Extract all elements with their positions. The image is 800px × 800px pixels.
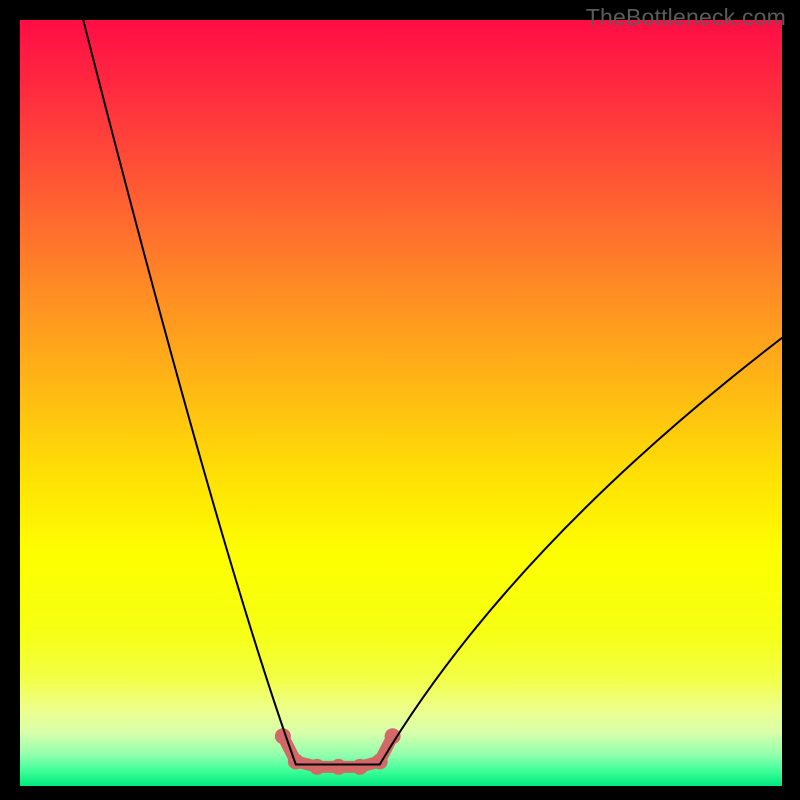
valley-dot <box>309 759 325 775</box>
valley-dot <box>288 753 304 769</box>
gradient-plot <box>0 0 800 800</box>
chart-canvas: TheBottleneck.com <box>0 0 800 800</box>
watermark-text: TheBottleneck.com <box>586 4 786 31</box>
valley-dot <box>352 759 368 775</box>
valley-dot <box>331 759 347 775</box>
plot-background <box>20 20 782 786</box>
